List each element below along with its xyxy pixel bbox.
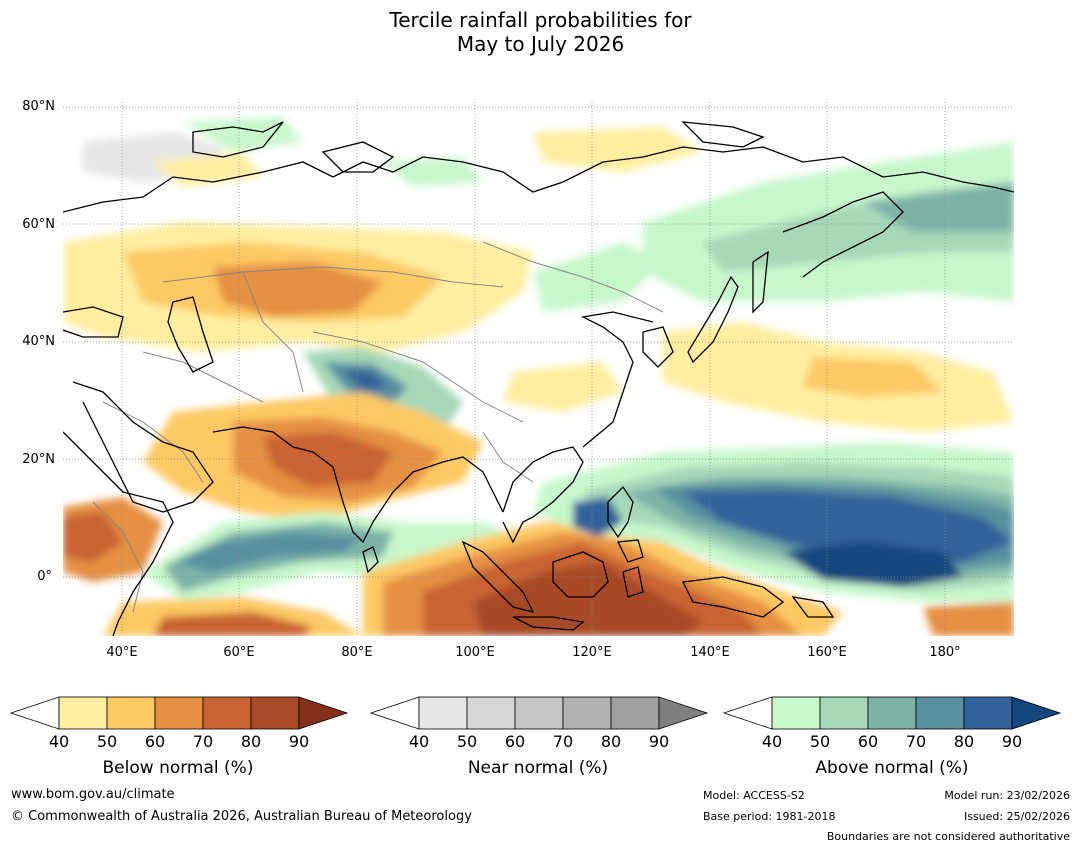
- above-normal-colorbar-segment: [963, 696, 1013, 730]
- near-normal-colorbar-tick-label: 50: [456, 732, 478, 751]
- near-normal-colorbar-tick-label: 80: [600, 732, 622, 751]
- below-normal-colorbar-segment: [154, 696, 204, 730]
- x-tick-label: 120°E: [572, 645, 612, 660]
- y-tick-label: 20°N: [22, 452, 55, 467]
- near-normal-colorbar-segment: [514, 696, 564, 730]
- above-normal-region: [183, 117, 303, 152]
- above-normal-colorbar-segment: [819, 696, 869, 730]
- near-normal-colorbar-segment: [466, 696, 516, 730]
- above-normal-colorbar-segment: [771, 696, 821, 730]
- above-normal-legend-title: Above normal (%): [815, 758, 969, 778]
- below-normal-region: [503, 362, 623, 412]
- near-normal-colorbar-segment: [610, 696, 660, 730]
- map-title-line-2: May to July 2026: [456, 32, 625, 56]
- above-normal-region: [783, 542, 963, 587]
- below-normal-colorbar-high-arrow: [298, 696, 349, 730]
- graticule: [63, 102, 1014, 636]
- near-normal-colorbar-segment: [418, 696, 468, 730]
- copyright-text: © Commonwealth of Australia 2026, Austra…: [11, 809, 472, 824]
- x-tick-label: 80°E: [341, 645, 373, 660]
- below-normal-region: [533, 127, 703, 172]
- above-normal-colorbar-tick-label: 80: [953, 732, 975, 751]
- website-link[interactable]: www.bom.gov.au/climate: [11, 787, 175, 802]
- rainfall-probability-map: [63, 102, 1014, 636]
- above-normal-region: [343, 370, 388, 392]
- above-normal-colorbar-tick-label: 70: [905, 732, 927, 751]
- near-normal-colorbar-segment: [562, 696, 612, 730]
- disclaimer-text: Boundaries are not considered authoritat…: [826, 830, 1070, 843]
- x-tick-label: 180°: [929, 645, 961, 660]
- model-run-label: Model run: 23/02/2026: [944, 789, 1070, 802]
- below-normal-colorbar-tick-label: 40: [48, 732, 70, 751]
- below-normal-region: [153, 612, 313, 636]
- above-normal-region: [173, 532, 363, 572]
- below-normal-colorbar-low-arrow: [9, 696, 60, 730]
- probability-fields: [63, 117, 1014, 636]
- base-period-label: Base period: 1981-2018: [703, 810, 836, 823]
- near-normal-colorbar-tick-label: 70: [552, 732, 574, 751]
- below-normal-region: [803, 357, 943, 397]
- country-borders: [92, 241, 664, 613]
- near-normal-colorbar-low-arrow: [369, 696, 420, 730]
- above-normal-colorbar-tick-label: 60: [857, 732, 879, 751]
- y-tick-label: 60°N: [22, 217, 55, 232]
- above-normal-colorbar-tick-label: 40: [761, 732, 783, 751]
- x-tick-label: 60°E: [223, 645, 255, 660]
- issued-label: Issued: 25/02/2026: [963, 810, 1070, 823]
- x-tick-label: 160°E: [807, 645, 847, 660]
- below-normal-colorbar-segment: [106, 696, 156, 730]
- below-normal-region: [263, 432, 393, 487]
- above-normal-colorbar-low-arrow: [722, 696, 773, 730]
- map-title-line-1: Tercile rainfall probabilities for: [389, 8, 692, 32]
- below-normal-region: [63, 512, 123, 562]
- below-normal-colorbar-tick-label: 80: [240, 732, 262, 751]
- below-normal-region: [923, 602, 1014, 636]
- above-normal-region: [683, 490, 1013, 562]
- below-normal-colorbar-tick-label: 50: [96, 732, 118, 751]
- near-normal-colorbar-high-arrow: [658, 696, 709, 730]
- below-normal-colorbar-segment: [58, 696, 108, 730]
- above-normal-region: [533, 242, 663, 312]
- above-normal-colorbar-segment: [915, 696, 965, 730]
- above-normal-region: [573, 497, 623, 537]
- above-normal-colorbar-segment: [867, 696, 917, 730]
- below-normal-legend-title: Below normal (%): [102, 758, 254, 778]
- x-tick-label: 140°E: [690, 645, 730, 660]
- near-normal-colorbar-tick-label: 90: [648, 732, 670, 751]
- below-normal-colorbar-tick-label: 60: [144, 732, 166, 751]
- below-normal-colorbar-segment: [250, 696, 300, 730]
- map-canvas: [63, 102, 1014, 636]
- near-normal-legend-title: Near normal (%): [467, 758, 609, 778]
- above-normal-colorbar-tick-label: 50: [809, 732, 831, 751]
- near-normal-colorbar-tick-label: 40: [408, 732, 430, 751]
- below-normal-colorbar-segment: [202, 696, 252, 730]
- below-normal-colorbar-tick-label: 70: [192, 732, 214, 751]
- coastlines: [63, 121, 1014, 636]
- y-tick-label: 80°N: [22, 99, 55, 114]
- y-tick-label: 40°N: [22, 334, 55, 349]
- y-tick-label: 0°: [37, 569, 52, 584]
- x-tick-label: 40°E: [106, 645, 138, 660]
- above-normal-colorbar-tick-label: 90: [1001, 732, 1023, 751]
- near-normal-colorbar-tick-label: 60: [504, 732, 526, 751]
- colorbar-strip: [9, 696, 1062, 730]
- below-normal-colorbar-tick-label: 90: [288, 732, 310, 751]
- x-tick-label: 100°E: [455, 645, 495, 660]
- above-normal-colorbar-high-arrow: [1011, 696, 1062, 730]
- model-label: Model: ACCESS-S2: [703, 789, 805, 802]
- above-normal-region: [863, 182, 1014, 232]
